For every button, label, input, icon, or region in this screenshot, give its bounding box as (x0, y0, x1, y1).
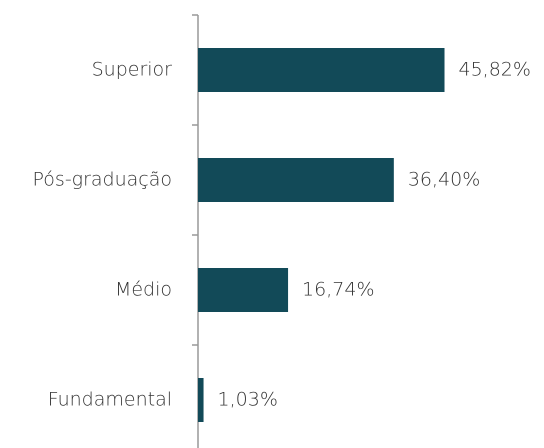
bar (198, 378, 204, 422)
category-label: Pós-graduação (33, 169, 172, 191)
bar (198, 268, 289, 312)
value-label: 16,74% (302, 279, 374, 301)
value-label: 45,82% (459, 59, 531, 81)
category-label: Médio (115, 279, 172, 301)
value-label: 1,03% (218, 389, 278, 411)
category-label: Superior (92, 59, 173, 81)
value-label: 36,40% (408, 169, 480, 191)
bar (198, 48, 445, 92)
bar (198, 158, 394, 202)
category-label: Fundamental (48, 389, 172, 411)
